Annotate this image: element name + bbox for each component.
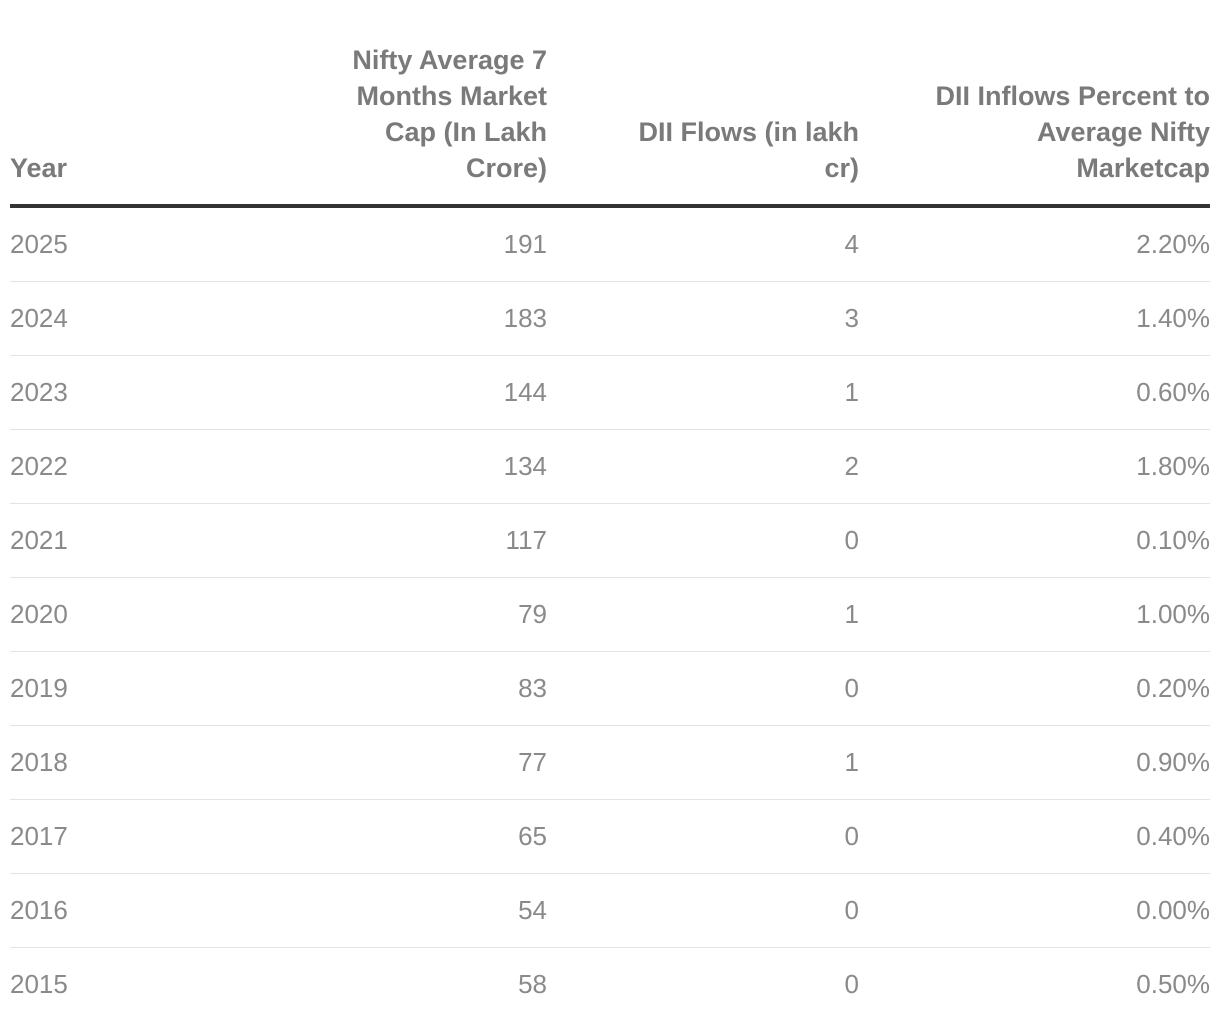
value-cell: 134: [300, 429, 547, 504]
value-cell: 0: [844, 969, 859, 999]
value-cell: 3: [547, 281, 859, 356]
value-cell: 0: [547, 799, 859, 874]
value-cell: 1: [547, 577, 859, 652]
year-cell: 2017: [10, 799, 300, 874]
year-cell: 2016: [10, 873, 300, 948]
value-cell: 83: [300, 651, 547, 726]
header-text: DII Flows (in lakh cr): [638, 117, 859, 183]
value-cell: 65: [300, 799, 547, 874]
year-cell: 2020: [10, 577, 300, 652]
value-cell: 0: [547, 651, 859, 726]
value-cell: 144: [300, 355, 547, 430]
year-cell: 2023: [10, 355, 300, 430]
column-header: Nifty Average 7 Months Market Cap (In La…: [300, 42, 547, 208]
table-row: 2019 83 0 0.20%: [10, 651, 1210, 726]
year-cell: 2018: [10, 725, 300, 800]
year-cell: 2025: [10, 206, 300, 282]
value-cell: 54: [300, 873, 547, 948]
year-cell: 2019: [10, 651, 300, 726]
value-cell: 77: [300, 725, 547, 800]
header-row: Year Nifty Average 7 Months Market Cap (I…: [10, 42, 1210, 208]
value-cell: 0.20%: [859, 651, 1210, 726]
year-cell: 2015: [10, 969, 68, 999]
data-table: Year Nifty Average 7 Months Market Cap (I…: [10, 42, 1210, 1021]
column-header: DII Flows (in lakh cr): [547, 42, 859, 208]
year-cell: 2021: [10, 503, 300, 578]
header-text: Year: [10, 153, 68, 183]
value-cell: 0.10%: [859, 503, 1210, 578]
table-row: 2016 54 0 0.00%: [10, 873, 1210, 948]
header-text: DII Inflows Percent to Average Nifty Mar…: [935, 81, 1210, 183]
table-row: 2025 191 4 2.20%: [10, 206, 1210, 282]
table-row: 2022 134 2 1.80%: [10, 429, 1210, 504]
column-header: Year: [10, 42, 300, 208]
value-cell: 2.20%: [859, 206, 1210, 282]
value-cell: 1.00%: [859, 577, 1210, 652]
table-row: 2017 65 0 0.40%: [10, 799, 1210, 874]
value-cell: 0.60%: [859, 355, 1210, 430]
year-cell: 2024: [10, 281, 300, 356]
table-row: 2020 79 1 1.00%: [10, 577, 1210, 652]
value-cell: 183: [300, 281, 547, 356]
value-cell: 1: [547, 355, 859, 430]
table-row: 2023 144 1 0.60%: [10, 355, 1210, 430]
table-row: 2018 77 1 0.90%: [10, 725, 1210, 800]
value-cell: 0: [547, 503, 859, 578]
value-cell: 79: [300, 577, 547, 652]
value-cell: 4: [547, 206, 859, 282]
table-row: 2015 58 0 0.50%: [10, 948, 1210, 1022]
column-header: DII Inflows Percent to Average Nifty Mar…: [859, 42, 1210, 208]
value-cell: 191: [300, 206, 547, 282]
value-cell: 1: [547, 725, 859, 800]
value-cell: 0.90%: [859, 725, 1210, 800]
value-cell: 0.40%: [859, 799, 1210, 874]
table-row: 2024 183 3 1.40%: [10, 281, 1210, 356]
table-row: 2021 117 0 0.10%: [10, 503, 1210, 578]
value-cell: 0: [547, 873, 859, 948]
year-cell: 2022: [10, 429, 300, 504]
header-text: Nifty Average 7 Months Market Cap (In La…: [352, 45, 547, 183]
value-cell: 58: [518, 969, 547, 999]
value-cell: 0.00%: [859, 873, 1210, 948]
value-cell: 2: [547, 429, 859, 504]
value-cell: 117: [300, 503, 547, 578]
value-cell: 1.40%: [859, 281, 1210, 356]
table-body: 2025 191 4 2.20% 2024 183 3 1.40% 2023 144 1 0.60% 2…: [10, 206, 1210, 1021]
value-cell: 1.80%: [859, 429, 1210, 504]
value-cell: 0.50%: [1136, 969, 1210, 999]
